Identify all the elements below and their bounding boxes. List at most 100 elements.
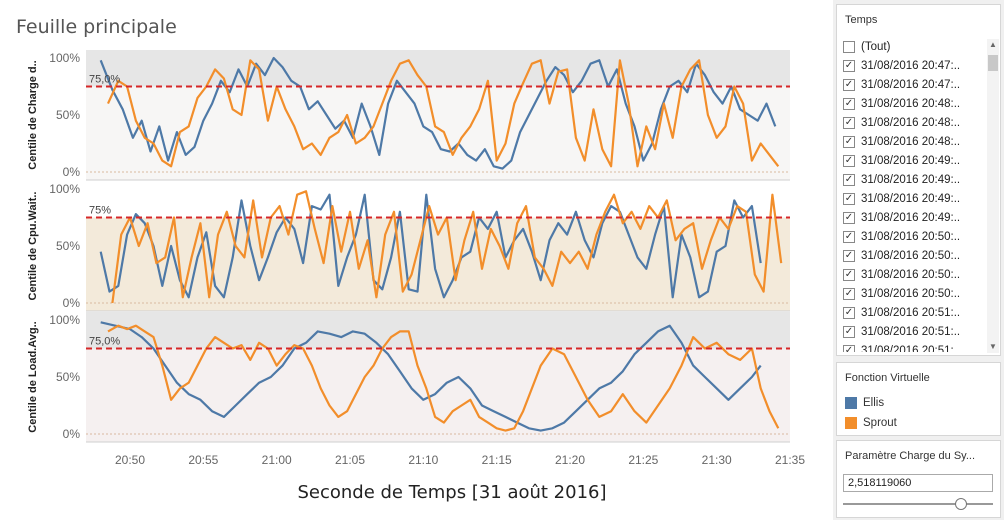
band-above-ref	[86, 312, 790, 349]
y-tick-label: 0%	[63, 427, 81, 441]
legend-label-sprout: Sprout	[863, 417, 897, 429]
series-line-ellis	[99, 56, 777, 170]
temps-filter-label: 31/08/2016 20:51:..	[861, 325, 961, 338]
checkbox-checked-icon[interactable]: ✓	[843, 287, 855, 300]
x-tick-label: 21:20	[555, 453, 585, 467]
legend-swatch-sprout	[845, 417, 857, 429]
temps-filter-list: (Tout) ✓ 31/08/2016 20:47:.. ✓ 31/08/2016 20…	[843, 37, 985, 352]
temps-filter-label: 31/08/2016 20:50:..	[861, 287, 961, 300]
temps-filter-label: 31/08/2016 20:51:..	[861, 306, 961, 319]
parameter-slider-knob[interactable]	[955, 498, 967, 510]
y-axis-label: Centile de Load.Avg..	[27, 321, 39, 432]
temps-filter-item[interactable]: ✓ 31/08/2016 20:51:..	[843, 341, 985, 352]
checkbox-checked-icon[interactable]: ✓	[843, 173, 855, 186]
series-line-ellis	[100, 321, 762, 432]
checkbox-checked-icon[interactable]: ✓	[843, 59, 855, 72]
parameter-title: Paramètre Charge du Sy...	[845, 450, 976, 462]
temps-filter-label: 31/08/2016 20:48:..	[861, 135, 961, 148]
temps-filter-item[interactable]: ✓ 31/08/2016 20:50:..	[843, 265, 985, 284]
temps-filter-item[interactable]: ✓ 31/08/2016 20:48:..	[843, 113, 985, 132]
checkbox-checked-icon[interactable]: ✓	[843, 230, 855, 243]
y-tick-label: 0%	[63, 296, 81, 310]
temps-filter-item[interactable]: (Tout)	[843, 37, 985, 56]
temps-filter-label: 31/08/2016 20:49:..	[861, 192, 961, 205]
temps-filter-label: 31/08/2016 20:50:..	[861, 249, 961, 262]
temps-filter-label: 31/08/2016 20:47:..	[861, 78, 961, 91]
y-tick-label: 50%	[56, 108, 80, 122]
series-line-sprout	[107, 324, 780, 432]
y-axis-label: Centile de Charge d..	[27, 60, 39, 169]
x-tick-label: 21:05	[335, 453, 365, 467]
y-tick-label: 0%	[63, 165, 81, 179]
x-tick-label: 21:00	[262, 453, 292, 467]
checkbox-checked-icon[interactable]: ✓	[843, 192, 855, 205]
temps-filter-item[interactable]: ✓ 31/08/2016 20:50:..	[843, 246, 985, 265]
checkbox-checked-icon[interactable]: ✓	[843, 154, 855, 167]
scroll-thumb[interactable]	[988, 55, 998, 71]
checkbox-checked-icon[interactable]: ✓	[843, 211, 855, 224]
sheet-title: Feuille principale	[16, 16, 177, 38]
band-above-ref	[86, 50, 790, 87]
y-tick-label: 100%	[49, 51, 80, 65]
x-tick-label: 20:50	[115, 453, 145, 467]
temps-filter-item[interactable]: ✓ 31/08/2016 20:51:..	[843, 322, 985, 341]
temps-filter-item[interactable]: ✓ 31/08/2016 20:49:..	[843, 189, 985, 208]
x-tick-label: 21:25	[628, 453, 658, 467]
y-tick-label: 100%	[49, 182, 80, 196]
temps-filter-item[interactable]: ✓ 31/08/2016 20:47:..	[843, 56, 985, 75]
temps-filter-title: Temps	[845, 14, 878, 26]
checkbox-checked-icon[interactable]: ✓	[843, 344, 855, 352]
temps-filter-label: 31/08/2016 20:49:..	[861, 173, 961, 186]
temps-filter-label: 31/08/2016 20:49:..	[861, 211, 961, 224]
y-axis-label: Centile de Cpu.Wait..	[27, 192, 39, 301]
temps-filter-item[interactable]: ✓ 31/08/2016 20:47:..	[843, 75, 985, 94]
temps-filter-item[interactable]: ✓ 31/08/2016 20:48:..	[843, 94, 985, 113]
temps-filter-item[interactable]: ✓ 31/08/2016 20:48:..	[843, 132, 985, 151]
checkbox-checked-icon[interactable]: ✓	[843, 116, 855, 129]
temps-filter-item[interactable]: ✓ 31/08/2016 20:51:..	[843, 303, 985, 322]
x-axis-title: Seconde de Temps [31 août 2016]	[297, 482, 606, 503]
temps-filter-label: 31/08/2016 20:50:..	[861, 230, 961, 243]
checkbox-checked-icon[interactable]: ✓	[843, 249, 855, 262]
temps-filter-label: 31/08/2016 20:50:..	[861, 268, 961, 281]
temps-filter-item[interactable]: ✓ 31/08/2016 20:50:..	[843, 227, 985, 246]
band-below-ref	[86, 86, 790, 180]
temps-filter-label: 31/08/2016 20:49:..	[861, 154, 961, 167]
parameter-slider[interactable]	[843, 498, 993, 510]
temps-filter-item[interactable]: ✓ 31/08/2016 20:49:..	[843, 151, 985, 170]
y-tick-label: 50%	[56, 370, 80, 384]
reference-line-label: 75,0%	[89, 336, 120, 348]
temps-filter-label: 31/08/2016 20:48:..	[861, 97, 961, 110]
temps-filter-label: 31/08/2016 20:51:..	[861, 344, 961, 353]
parameter-value-input[interactable]: 2,518119060	[843, 474, 993, 492]
checkbox-checked-icon[interactable]: ✓	[843, 306, 855, 319]
band-below-ref	[86, 348, 790, 442]
series-line-sprout	[106, 59, 780, 168]
temps-filter-item[interactable]: ✓ 31/08/2016 20:50:..	[843, 284, 985, 303]
legend-swatch-ellis	[845, 397, 857, 409]
y-tick-label: 50%	[56, 239, 80, 253]
parameter-card: Paramètre Charge du Sy... 2,518119060	[836, 440, 1001, 518]
reference-line-label: 75%	[89, 205, 111, 217]
temps-scrollbar[interactable]: ▲ ▼	[987, 39, 999, 353]
checkbox-checked-icon[interactable]: ✓	[843, 268, 855, 281]
temps-filter-item[interactable]: ✓ 31/08/2016 20:49:..	[843, 208, 985, 227]
band-above-ref	[86, 181, 790, 218]
legend-item-sprout[interactable]: Sprout	[845, 416, 1000, 430]
temps-filter-item[interactable]: ✓ 31/08/2016 20:49:..	[843, 170, 985, 189]
checkbox-checked-icon[interactable]: ✓	[843, 135, 855, 148]
temps-filter-label: 31/08/2016 20:48:..	[861, 116, 961, 129]
checkbox-checked-icon[interactable]: ✓	[843, 97, 855, 110]
scroll-up-icon[interactable]: ▲	[989, 40, 997, 49]
checkbox-checked-icon[interactable]: ✓	[843, 325, 855, 338]
scroll-down-icon[interactable]: ▼	[989, 342, 997, 351]
legend-title: Fonction Virtuelle	[845, 372, 930, 384]
worksheet: Feuille principale 100% 50% 0% Centile de C…	[16, 16, 806, 503]
x-tick-label: 21:35	[775, 453, 805, 467]
x-tick-label: 21:30	[702, 453, 732, 467]
legend-card: Fonction Virtuelle Ellis Sprout	[836, 362, 1001, 436]
temps-filter-label: 31/08/2016 20:47:..	[861, 59, 961, 72]
legend-item-ellis[interactable]: Ellis	[845, 396, 1000, 410]
checkbox-empty-icon[interactable]	[843, 40, 855, 53]
checkbox-checked-icon[interactable]: ✓	[843, 78, 855, 91]
